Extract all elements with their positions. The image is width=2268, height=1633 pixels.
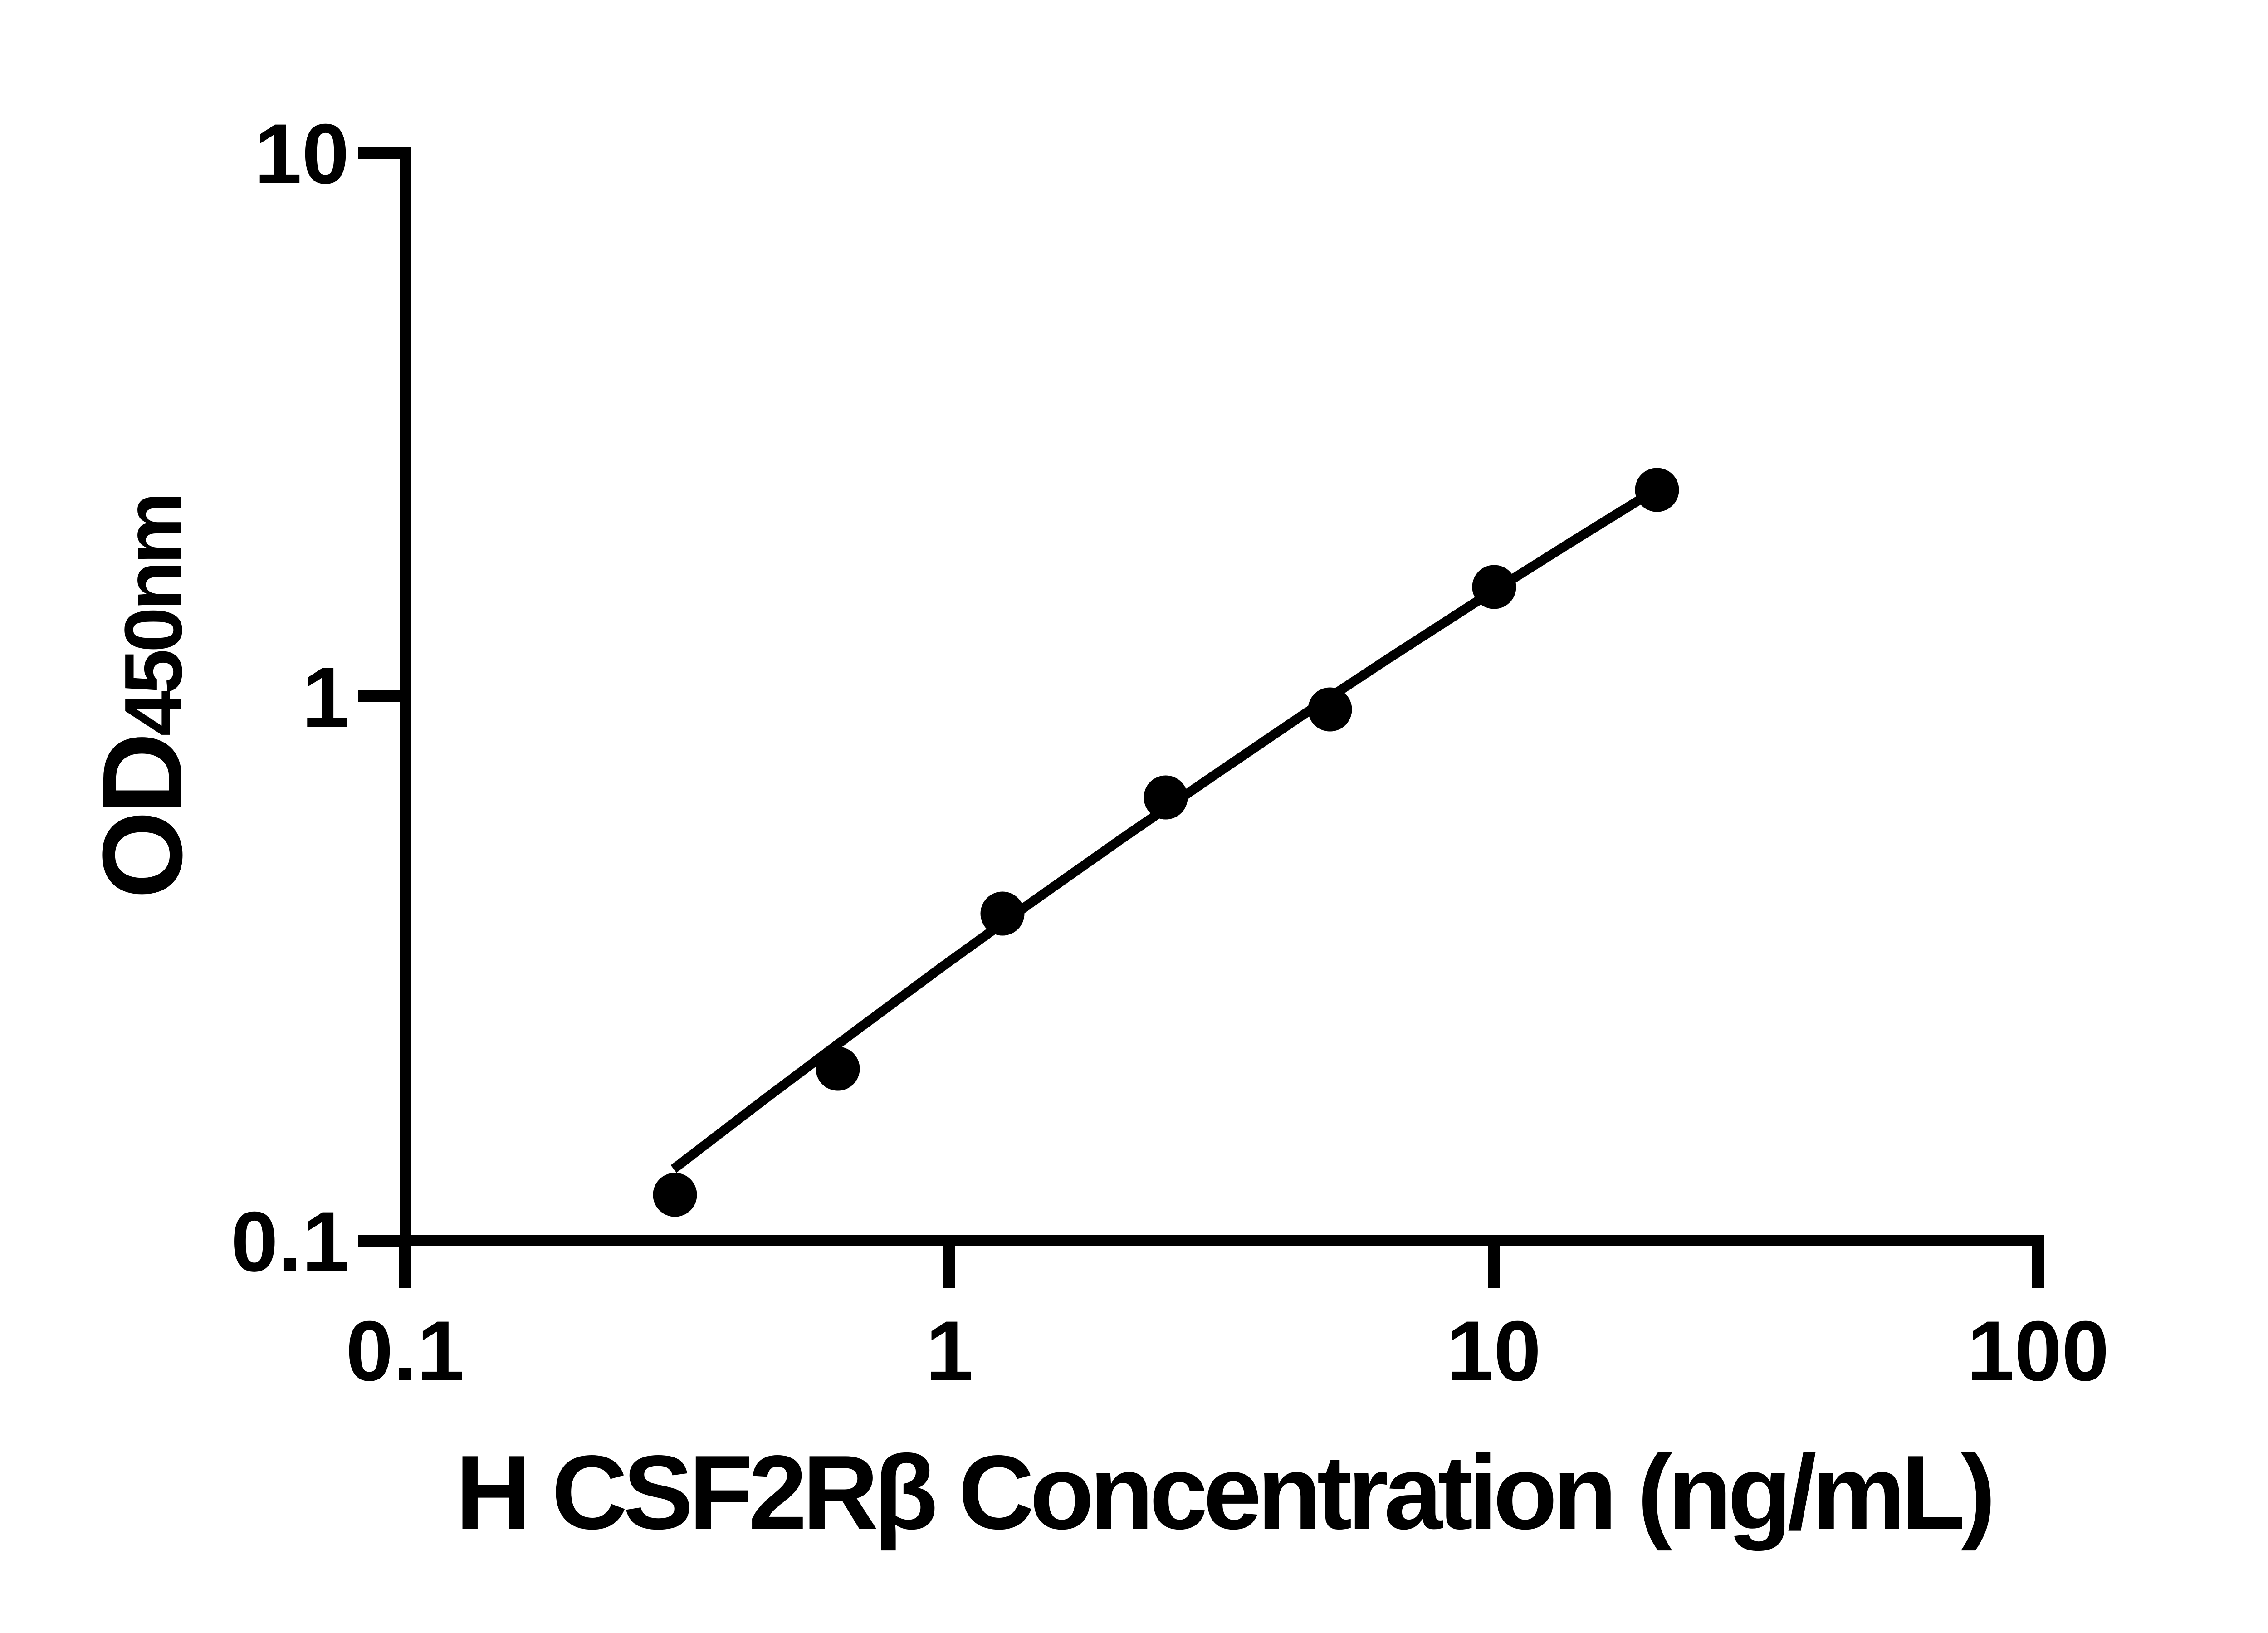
svg-text:1: 1: [926, 1303, 973, 1398]
svg-text:1: 1: [302, 650, 349, 745]
svg-text:100: 100: [1967, 1303, 2109, 1398]
svg-text:H CSF2Rβ Concentration (ng/mL): H CSF2Rβ Concentration (ng/mL): [455, 1434, 1991, 1551]
svg-text:10: 10: [254, 106, 349, 201]
svg-text:0.1: 0.1: [231, 1194, 349, 1289]
svg-text:10: 10: [1446, 1303, 1541, 1398]
svg-text:0.1: 0.1: [346, 1303, 464, 1398]
